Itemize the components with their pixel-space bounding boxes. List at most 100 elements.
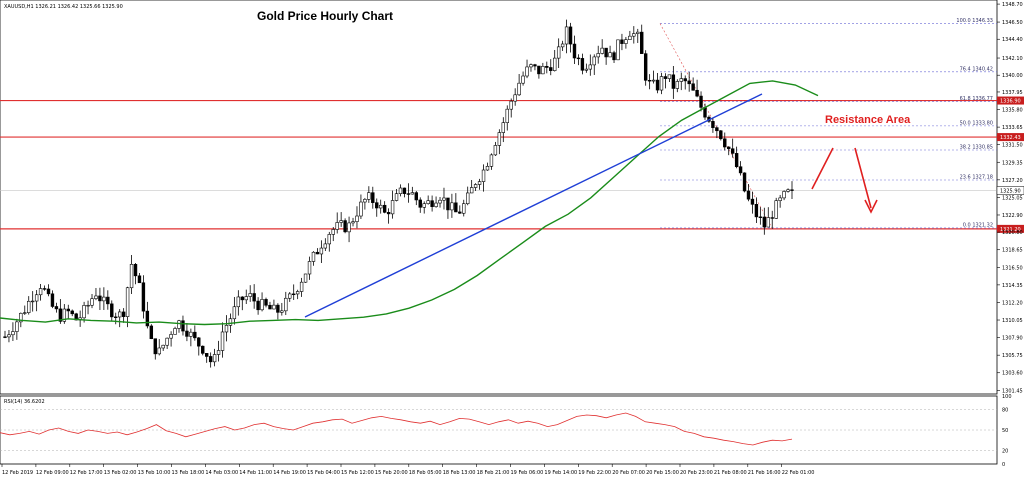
candle xyxy=(94,288,98,301)
x-tick-label: 20 Feb 23:00 xyxy=(680,470,713,476)
candle xyxy=(620,33,624,51)
y-tick-label: 1316.50 xyxy=(1002,265,1023,271)
candle xyxy=(208,352,213,368)
candle xyxy=(252,284,256,309)
y-tick-label: 1344.40 xyxy=(1002,37,1023,43)
candle xyxy=(355,206,359,229)
candle xyxy=(11,322,15,342)
candle xyxy=(335,212,339,234)
y-tick-label: 1337.95 xyxy=(1002,90,1023,96)
candle xyxy=(165,337,169,350)
candle xyxy=(521,71,525,86)
y-tick-label: 1325.05 xyxy=(1002,195,1023,201)
candle xyxy=(38,284,43,301)
candle xyxy=(473,183,478,191)
candle xyxy=(766,207,770,228)
x-tick-label: 20 Feb 07:00 xyxy=(612,470,645,476)
candle xyxy=(110,300,114,321)
candle xyxy=(592,54,596,75)
candle xyxy=(359,194,363,219)
candle xyxy=(730,138,735,158)
candle xyxy=(584,63,589,73)
candle xyxy=(307,256,312,280)
fib-level-label: 100.0 1346.33 xyxy=(956,18,993,24)
candle xyxy=(778,194,782,208)
candle xyxy=(738,161,743,176)
candle xyxy=(70,309,74,317)
y-tick-label: 1331.50 xyxy=(1002,143,1023,149)
candle xyxy=(715,126,719,139)
candle xyxy=(62,304,67,324)
candle xyxy=(746,184,751,202)
candle xyxy=(323,238,328,252)
candle xyxy=(485,162,490,171)
candle xyxy=(276,303,280,320)
candle xyxy=(450,193,454,218)
candle xyxy=(27,296,31,315)
y-tick-label: 1333.65 xyxy=(1002,125,1023,131)
candle xyxy=(212,348,217,367)
x-tick-label: 12 Feb 2019 xyxy=(2,470,33,476)
candle xyxy=(177,319,181,333)
candle xyxy=(750,191,755,214)
x-tick-label: 21 Feb 08:00 xyxy=(714,470,747,476)
chart-title: Gold Price Hourly Chart xyxy=(257,9,393,23)
candle xyxy=(382,201,387,214)
candle xyxy=(367,186,371,203)
candle xyxy=(608,45,612,58)
candle xyxy=(525,59,529,79)
y-tick-label: 1346.50 xyxy=(1002,20,1023,26)
candle xyxy=(311,251,316,266)
candle xyxy=(568,22,573,53)
y-tick-label: 1310.05 xyxy=(1002,318,1023,324)
candle xyxy=(7,330,11,343)
candle xyxy=(133,262,138,285)
candle xyxy=(477,178,482,190)
candle xyxy=(280,302,284,316)
x-tick-label: 15 Feb 20:00 xyxy=(375,470,408,476)
candle xyxy=(497,129,502,155)
candle xyxy=(272,299,276,310)
candle xyxy=(489,153,494,170)
candle xyxy=(410,186,415,195)
candle xyxy=(42,285,47,291)
candle xyxy=(691,77,695,91)
candle xyxy=(418,197,422,213)
candle xyxy=(291,284,296,300)
symbol-info: XAUUSD,H1 1326.21 1326.42 1325.66 1325.9… xyxy=(4,4,123,10)
candle xyxy=(268,301,272,310)
candle xyxy=(545,61,549,74)
candle xyxy=(454,193,458,213)
price-tag-label: 1332.43 xyxy=(1000,135,1021,141)
x-tick-label: 14 Feb 03:00 xyxy=(205,470,238,476)
resistance-area-label: Resistance Area xyxy=(825,114,911,126)
price-tag-label: 1336.90 xyxy=(1000,99,1021,105)
candle xyxy=(106,290,110,310)
candle xyxy=(398,184,403,197)
price-tag-label: 1321.20 xyxy=(1000,227,1021,233)
fib-level-label: 38.2 1330.85 xyxy=(960,144,993,150)
candle xyxy=(466,186,470,206)
candle xyxy=(224,315,229,342)
candle xyxy=(679,72,683,91)
arrow-up-line xyxy=(811,147,834,190)
candle xyxy=(284,291,288,316)
candle xyxy=(517,73,521,96)
candle xyxy=(580,53,585,75)
candle xyxy=(481,164,486,192)
candle xyxy=(596,45,600,64)
candle xyxy=(149,324,154,340)
rsi-tick-label: 50 xyxy=(1002,428,1008,434)
candle xyxy=(663,73,668,89)
candle xyxy=(363,197,367,210)
x-tick-label: 19 Feb 22:00 xyxy=(578,470,611,476)
moving-average-line xyxy=(0,80,819,326)
candle xyxy=(379,199,383,214)
candle xyxy=(34,290,39,312)
candle xyxy=(173,326,177,335)
candle xyxy=(493,141,498,156)
candle xyxy=(46,284,51,297)
candle xyxy=(141,275,146,319)
candle xyxy=(446,197,450,219)
